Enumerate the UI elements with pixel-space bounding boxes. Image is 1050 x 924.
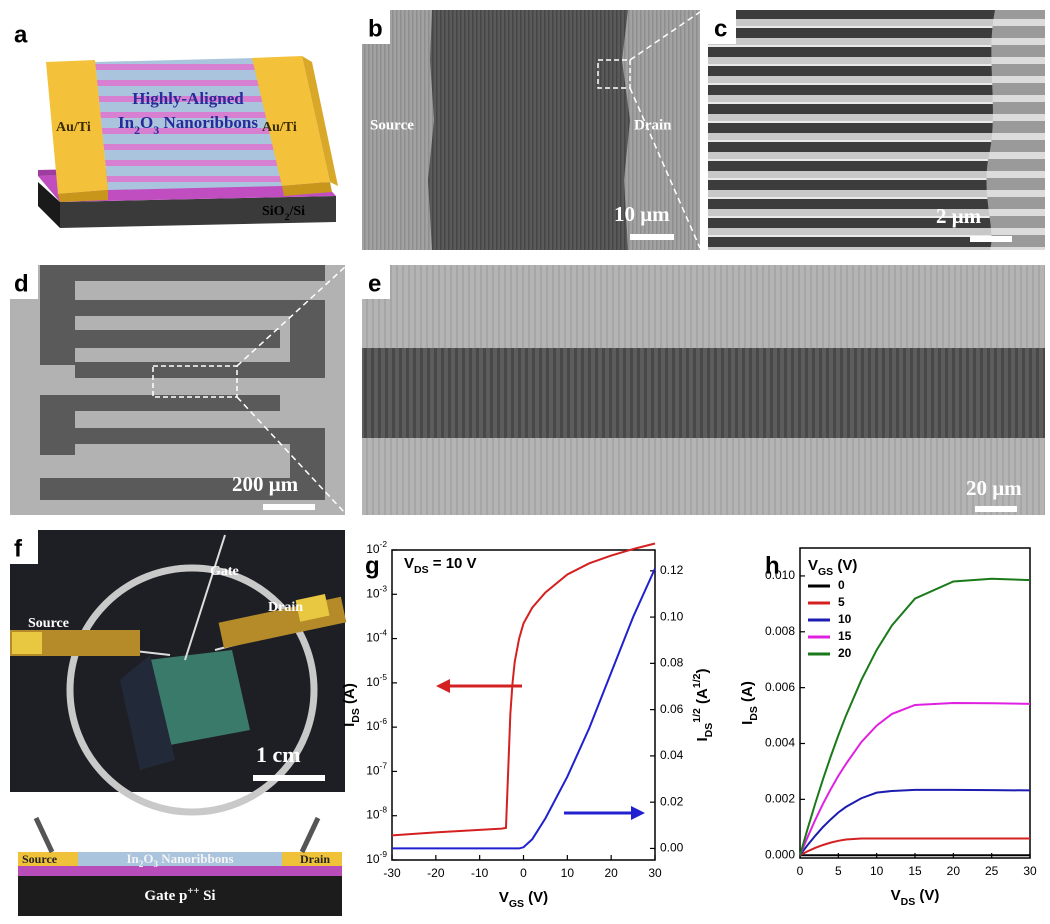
y-tick-label: 10-2 bbox=[366, 539, 387, 556]
x-tick-label: 20 bbox=[947, 864, 961, 878]
scale-bar-label: 10 μm bbox=[614, 202, 670, 226]
y-axis-label: IDS (A) bbox=[739, 681, 760, 725]
y2-tick-label: 0.04 bbox=[660, 748, 684, 762]
panel-label: c bbox=[714, 15, 727, 42]
panel-label: d bbox=[14, 270, 29, 297]
electrode-label: Source bbox=[370, 117, 414, 133]
x-tick-label: 30 bbox=[648, 866, 662, 880]
panel-a-schematic bbox=[38, 56, 338, 228]
y-tick-label: 0.008 bbox=[765, 624, 795, 638]
y-tick-label: 10-8 bbox=[366, 805, 387, 822]
x-tick-label: -30 bbox=[383, 866, 401, 880]
schematic-label: Source bbox=[22, 852, 58, 866]
y-axis-label: IDS (A) bbox=[341, 683, 362, 727]
series-line bbox=[799, 788, 1031, 856]
y2-tick-label: 0.12 bbox=[660, 563, 684, 577]
contact-label: Au/Ti bbox=[56, 120, 91, 135]
y2-tick-label: 0.02 bbox=[660, 794, 684, 808]
y-tick-label: 0.002 bbox=[765, 792, 795, 806]
x-tick-label: 5 bbox=[835, 864, 842, 878]
axis-arrow-head bbox=[436, 679, 450, 693]
x-tick-label: 20 bbox=[604, 866, 618, 880]
electrode-label: Drain bbox=[634, 117, 672, 133]
x-tick-label: -20 bbox=[427, 866, 445, 880]
panel-label: h bbox=[765, 552, 780, 579]
y-tick-label: 0.006 bbox=[765, 680, 795, 694]
y-tick-label: 0.010 bbox=[765, 568, 795, 582]
annotation: VDS = 10 V bbox=[404, 555, 477, 576]
contact-label: Au/Ti bbox=[262, 120, 297, 135]
legend-label: 0 bbox=[838, 578, 845, 592]
panel-f-photo bbox=[10, 530, 347, 816]
panel-label: a bbox=[14, 21, 28, 48]
y-tick-label: 10-7 bbox=[366, 761, 387, 778]
scale-bar-label: 2 μm bbox=[936, 204, 982, 228]
y-tick-label: 10-6 bbox=[366, 716, 387, 733]
x-tick-label: 30 bbox=[1023, 864, 1037, 878]
x-tick-label: 25 bbox=[985, 864, 999, 878]
legend-title: VGS (V) bbox=[808, 557, 857, 578]
y2-tick-label: 0.10 bbox=[660, 609, 684, 623]
channel-label: In2O3 Nanoribbons bbox=[118, 113, 258, 137]
schematic-label: In2O3 Nanoribbons bbox=[126, 851, 233, 869]
x-tick-label: 15 bbox=[908, 864, 922, 878]
x-tick-label: -10 bbox=[471, 866, 489, 880]
panel-e-image bbox=[362, 265, 1045, 515]
scale-bar-label: 1 cm bbox=[256, 742, 301, 767]
series-line bbox=[392, 568, 656, 850]
legend-label: 5 bbox=[838, 595, 845, 609]
x-tick-label: 10 bbox=[870, 864, 884, 878]
y-tick-label: 10-9 bbox=[366, 849, 387, 866]
x-tick-label: 0 bbox=[797, 864, 804, 878]
y2-tick-label: 0.06 bbox=[660, 702, 684, 716]
scale-bar-label: 20 μm bbox=[966, 476, 1022, 500]
channel-label: Highly-Aligned bbox=[132, 89, 244, 108]
axis-arrow-head bbox=[631, 806, 645, 820]
panel-b-image bbox=[362, 10, 701, 250]
probe-label: Source bbox=[28, 616, 69, 631]
y2-axis-label: IDS1/2 (A1/2) bbox=[691, 669, 715, 742]
y-tick-label: 10-4 bbox=[366, 628, 387, 645]
y-tick-label: 0.000 bbox=[765, 847, 795, 861]
panel-label: g bbox=[365, 552, 380, 579]
panel-c-image bbox=[708, 10, 1045, 250]
substrate-label: SiO2/Si bbox=[262, 204, 305, 223]
probe-label: Drain bbox=[268, 600, 303, 615]
x-axis-label: VDS (V) bbox=[891, 887, 940, 908]
schematic-label: Gate p++ Si bbox=[144, 886, 215, 905]
series-line bbox=[799, 577, 1031, 856]
x-tick-label: 10 bbox=[561, 866, 575, 880]
x-tick-label: 0 bbox=[520, 866, 527, 880]
schematic-label: Drain bbox=[300, 852, 330, 866]
legend-label: 10 bbox=[838, 612, 852, 626]
panel-label: b bbox=[368, 15, 383, 42]
series-line bbox=[799, 837, 1030, 857]
device-schematic bbox=[18, 816, 342, 916]
panel-d-image bbox=[10, 265, 346, 515]
y2-tick-label: 0.00 bbox=[660, 841, 684, 855]
panel-label: f bbox=[14, 535, 23, 562]
x-axis-label: VGS (V) bbox=[499, 889, 548, 910]
y-tick-label: 0.004 bbox=[765, 736, 795, 750]
legend-label: 15 bbox=[838, 629, 852, 643]
panel-label: e bbox=[368, 270, 381, 297]
scale-bar-label: 200 μm bbox=[232, 472, 299, 496]
legend-label: 20 bbox=[838, 646, 852, 660]
series-line bbox=[391, 542, 656, 837]
y2-tick-label: 0.08 bbox=[660, 656, 684, 670]
series-line bbox=[799, 701, 1031, 856]
probe-label: Gate bbox=[210, 564, 239, 579]
y-tick-label: 10-3 bbox=[366, 584, 387, 601]
y-tick-label: 10-5 bbox=[366, 672, 387, 689]
